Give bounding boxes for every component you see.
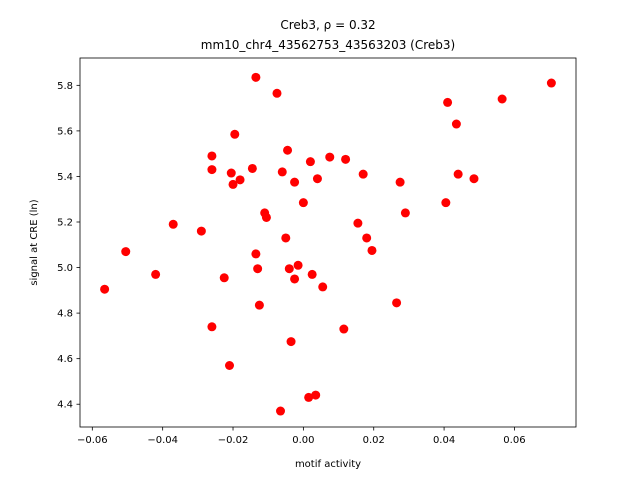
data-point-48 xyxy=(441,198,451,208)
y-tick-label: 5.0 xyxy=(57,263,73,274)
data-point-46 xyxy=(395,177,405,187)
data-point-37 xyxy=(318,282,328,292)
x-tick-label: −0.06 xyxy=(77,435,108,446)
data-point-22 xyxy=(276,406,286,416)
data-point-11 xyxy=(228,179,238,189)
data-point-49 xyxy=(443,97,453,107)
data-point-5 xyxy=(207,151,217,161)
data-point-50 xyxy=(451,119,461,129)
data-point-30 xyxy=(293,260,303,270)
x-tick-label: −0.02 xyxy=(218,435,249,446)
data-point-21 xyxy=(272,88,282,98)
x-tick-label: 0.00 xyxy=(292,435,314,446)
data-point-16 xyxy=(251,249,261,259)
data-point-20 xyxy=(261,212,271,222)
data-point-31 xyxy=(298,198,308,208)
data-point-40 xyxy=(341,154,351,164)
data-point-1 xyxy=(121,247,131,257)
x-tick-label: −0.04 xyxy=(147,435,178,446)
y-tick-label: 4.4 xyxy=(57,400,73,411)
data-point-7 xyxy=(207,322,217,332)
data-point-12 xyxy=(230,129,240,139)
data-point-44 xyxy=(367,245,377,255)
x-axis-label: motif activity xyxy=(295,459,361,470)
y-tick-label: 5.6 xyxy=(57,126,73,137)
y-tick-label: 4.8 xyxy=(57,309,73,320)
data-point-23 xyxy=(277,167,287,177)
data-point-26 xyxy=(284,264,294,274)
data-point-43 xyxy=(362,233,372,243)
data-point-2 xyxy=(151,269,161,279)
y-axis-label: signal at CRE (ln) xyxy=(29,199,40,285)
data-point-25 xyxy=(283,145,293,155)
data-point-33 xyxy=(305,157,315,167)
data-point-14 xyxy=(247,163,257,173)
data-point-17 xyxy=(253,264,263,274)
data-point-52 xyxy=(469,174,479,184)
data-point-3 xyxy=(168,219,178,229)
data-point-10 xyxy=(226,168,236,178)
data-point-9 xyxy=(225,361,235,370)
data-point-29 xyxy=(290,274,300,284)
plot-frame xyxy=(79,57,577,428)
chart-title-line1: Creb3, ρ = 0.32 xyxy=(280,18,375,32)
x-tick-label: 0.02 xyxy=(363,435,385,446)
chart-title-line2: mm10_chr4_43562753_43563203 (Creb3) xyxy=(201,38,455,52)
data-point-18 xyxy=(254,300,264,310)
data-point-13 xyxy=(235,175,245,185)
x-tick-label: 0.04 xyxy=(433,435,455,446)
data-points xyxy=(100,72,556,416)
data-point-28 xyxy=(290,177,300,187)
data-point-42 xyxy=(358,169,368,179)
data-point-15 xyxy=(251,72,261,82)
data-point-4 xyxy=(196,226,206,236)
x-tick-label: 0.06 xyxy=(503,435,525,446)
data-point-53 xyxy=(497,94,507,104)
data-point-39 xyxy=(339,324,349,334)
data-point-54 xyxy=(546,78,556,88)
data-point-36 xyxy=(312,174,322,184)
data-point-32 xyxy=(304,392,314,402)
data-point-0 xyxy=(100,284,110,294)
data-point-6 xyxy=(207,165,217,175)
x-axis-ticks: −0.06 −0.04 −0.02 0.00 0.02 0.04 0.06 xyxy=(77,427,526,446)
y-tick-label: 5.4 xyxy=(57,172,73,183)
data-point-38 xyxy=(325,152,335,162)
data-point-51 xyxy=(453,169,463,179)
data-point-8 xyxy=(219,273,229,283)
data-point-45 xyxy=(392,298,402,308)
data-point-34 xyxy=(307,269,317,279)
data-point-35 xyxy=(311,390,321,400)
y-axis-ticks: 4.4 4.6 4.8 5.0 5.2 5.4 5.6 5.8 xyxy=(57,81,80,411)
y-tick-label: 5.8 xyxy=(57,81,73,92)
data-point-24 xyxy=(281,233,291,243)
data-point-41 xyxy=(353,218,363,228)
data-point-27 xyxy=(286,337,296,347)
y-tick-label: 5.2 xyxy=(57,218,73,229)
y-tick-label: 4.6 xyxy=(57,354,73,365)
data-point-47 xyxy=(400,208,410,218)
